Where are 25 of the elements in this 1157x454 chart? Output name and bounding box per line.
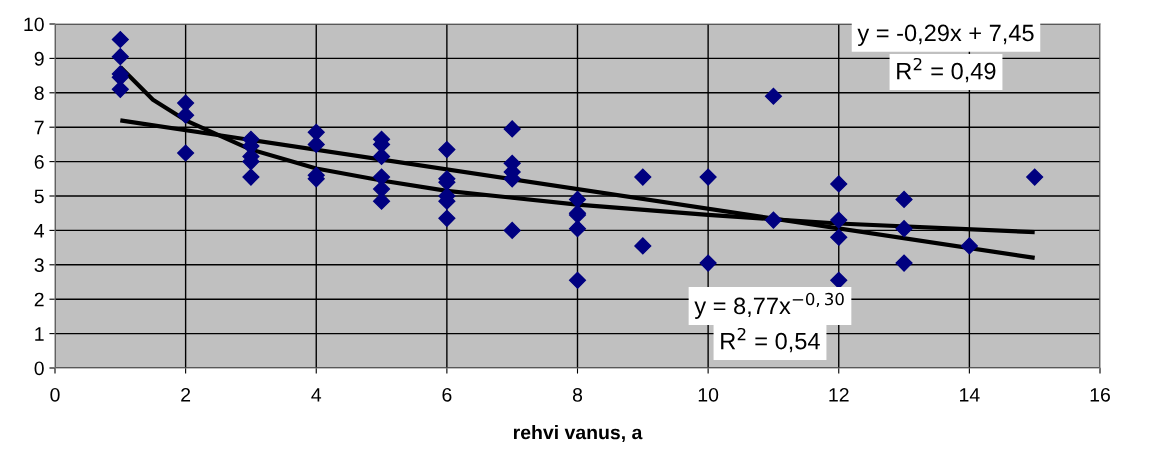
annotation: y = 8,77x$^{−0,30}$ (694, 292, 844, 319)
x-tick-label: 6 (442, 387, 452, 402)
y-tick-label: 9 (34, 51, 44, 66)
x-tick-label: 2 (181, 387, 191, 402)
y-tick-label: 5 (34, 189, 44, 204)
x-tick-label: 14 (960, 388, 980, 402)
x-tick-label: 16 (1090, 387, 1110, 402)
x-tick-label: 10 (698, 387, 719, 402)
x-tick-label: 4 (311, 388, 322, 402)
y-tick-label: 4 (34, 224, 45, 238)
y-tick-label: 7 (34, 120, 44, 135)
y-tick-label: 6 (34, 155, 44, 169)
y-tick-label: 8 (34, 86, 44, 101)
x-tick-label: 12 (829, 387, 849, 402)
x-axis-title: rehvi vanus, a (513, 425, 643, 443)
y-tick-label: 2 (34, 292, 44, 307)
x-tick-label: 0 (50, 387, 60, 402)
annotation: y = -0,29x + 7,45 (857, 24, 1034, 46)
annotation: R$^{2}$ = 0,49 (897, 57, 996, 83)
y-tick-label: 10 (24, 17, 44, 32)
y-tick-label: 1 (35, 327, 44, 341)
y-tick-label: 0 (34, 361, 44, 376)
annotation: R$^{2}$ = 0,54 (721, 327, 820, 353)
x-tick-label: 8 (572, 387, 583, 402)
y-tick-label: 3 (34, 258, 44, 273)
